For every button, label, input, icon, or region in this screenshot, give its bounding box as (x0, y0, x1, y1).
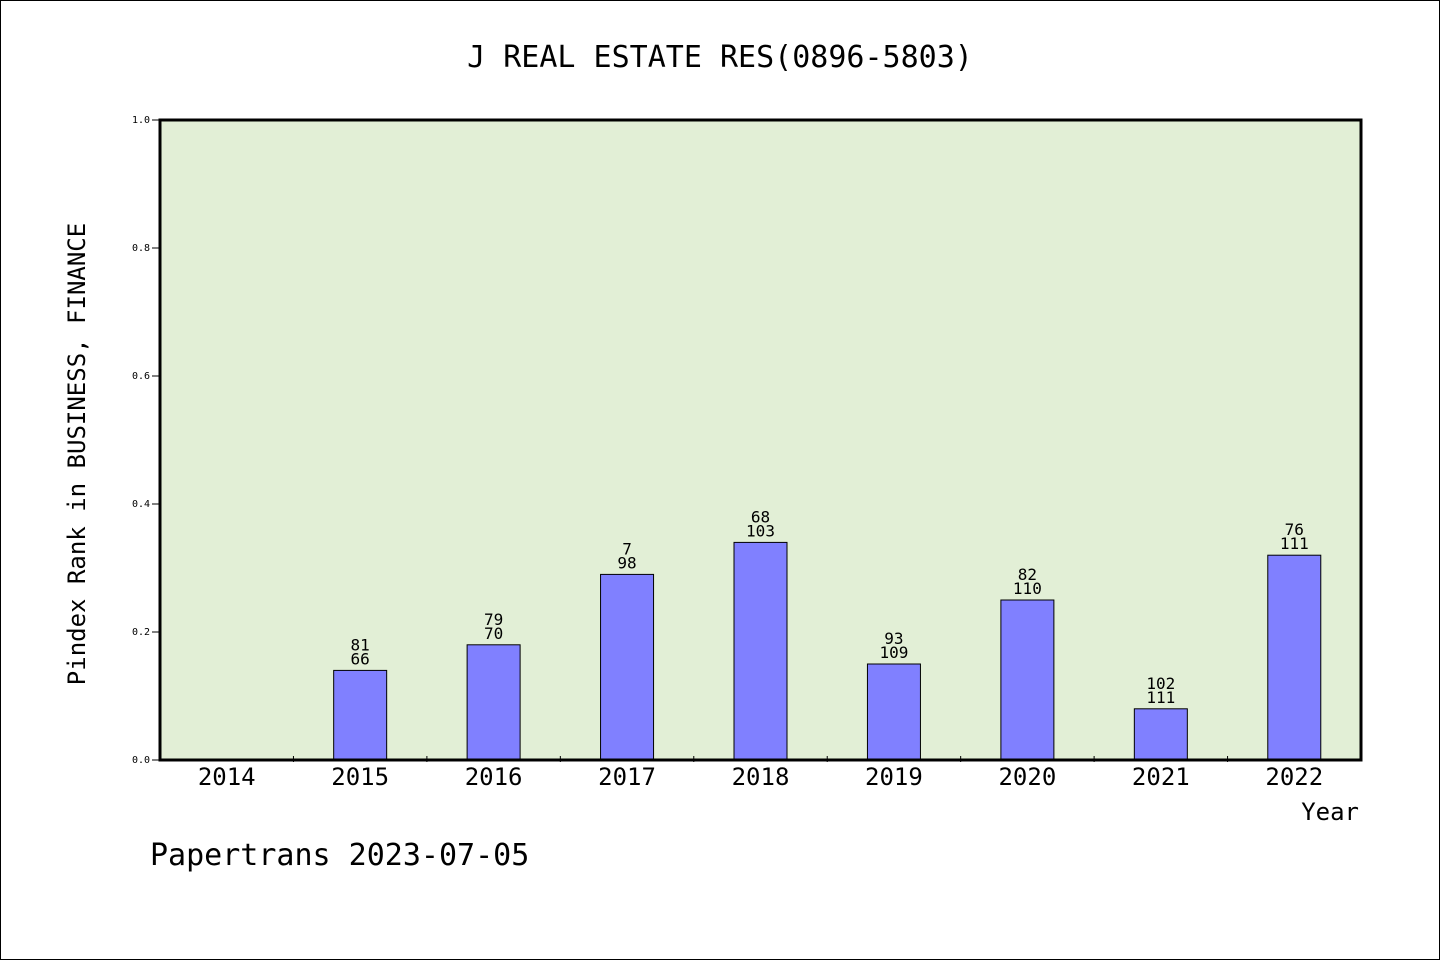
bar-label-bottom: 98 (617, 553, 636, 572)
y-tick-label: 0.6 (132, 371, 150, 382)
bar-label-top: 82 (1018, 565, 1037, 584)
x-tick-label: 2014 (198, 763, 256, 791)
bar-label-bottom: 109 (879, 643, 908, 662)
bar (600, 573, 655, 761)
bar-label-top: 102 (1146, 674, 1175, 693)
bars-layer (333, 541, 1322, 761)
y-axis-label: Pindex Rank in BUSINESS, FINANCE (63, 223, 91, 685)
bar-label-top: 68 (751, 507, 770, 526)
bar-label-bottom: 103 (746, 521, 775, 540)
y-tick-label: 0.2 (132, 627, 150, 638)
x-tick-label: 2021 (1132, 763, 1190, 791)
x-tick-label: 2019 (865, 763, 923, 791)
y-tick-label: 0.0 (132, 755, 150, 766)
y-tick-label: 0.8 (132, 243, 150, 254)
x-tick-label: 2020 (998, 763, 1056, 791)
y-tick-label: 1.0 (132, 115, 150, 126)
x-tick-label: 2018 (732, 763, 790, 791)
bar-label-top: 7 (622, 539, 632, 558)
chart-title: J REAL ESTATE RES(0896-5803) (467, 40, 973, 75)
bar-label-top: 76 (1285, 520, 1304, 539)
y-axis: 0.0 0.2 0.4 0.6 0.8 1.0 (132, 115, 160, 766)
bar (466, 644, 521, 761)
footer-credit: Papertrans 2023-07-05 (150, 838, 529, 873)
bar-label-top: 79 (484, 610, 503, 629)
x-tick-label: 2015 (331, 763, 389, 791)
bar (1267, 554, 1322, 761)
bar (733, 541, 788, 761)
bar-label-bottom: 111 (1146, 688, 1175, 707)
bar-label-bottom: 111 (1280, 534, 1309, 553)
bar-label-bottom: 66 (351, 649, 370, 668)
bar (333, 669, 388, 761)
bar (1000, 599, 1055, 761)
plot-border (158, 118, 1363, 762)
x-tick-label: 2022 (1265, 763, 1323, 791)
x-tick-label: 2016 (465, 763, 523, 791)
y-tick-label: 0.4 (132, 499, 150, 510)
x-axis: 2014 2015 2016 2017 2018 2019 2020 2021 2022 (198, 756, 1323, 791)
x-axis-label: Year (1301, 798, 1359, 826)
x-tick-label: 2017 (598, 763, 656, 791)
bar-label-bottom: 70 (484, 624, 503, 643)
bar (1133, 708, 1188, 761)
bar-label-top: 93 (884, 629, 903, 648)
bar (866, 663, 921, 761)
bar-label-top: 81 (351, 635, 370, 654)
bar-label-bottom: 110 (1013, 579, 1042, 598)
